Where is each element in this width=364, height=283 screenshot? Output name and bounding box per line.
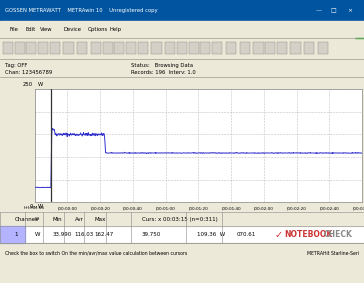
- Text: 162.47: 162.47: [95, 232, 114, 237]
- Bar: [304, 42, 314, 54]
- Bar: [151, 42, 162, 54]
- Text: GOSSEN METRAWATT    METRAwin 10    Unregistered copy: GOSSEN METRAWATT METRAwin 10 Unregistere…: [5, 8, 158, 13]
- Text: Device: Device: [64, 27, 82, 32]
- Bar: [212, 42, 222, 54]
- Text: 0: 0: [29, 204, 33, 209]
- Bar: [0, 0, 364, 21]
- Bar: [0, 21, 364, 38]
- Text: W: W: [37, 204, 43, 209]
- Bar: [77, 42, 87, 54]
- Text: Status:   Browsing Data: Status: Browsing Data: [131, 63, 193, 68]
- Text: Avr: Avr: [75, 217, 83, 222]
- Bar: [0, 226, 25, 243]
- Text: ×: ×: [347, 8, 352, 13]
- Text: Help: Help: [109, 27, 121, 32]
- Text: View: View: [40, 27, 52, 32]
- Bar: [0, 38, 364, 59]
- Text: |00:02:00: |00:02:00: [254, 206, 274, 210]
- Text: 109.36  W: 109.36 W: [197, 232, 225, 237]
- Bar: [91, 42, 101, 54]
- Text: □: □: [330, 8, 336, 13]
- Text: W: W: [37, 82, 43, 87]
- Bar: [0, 243, 364, 263]
- Text: NOTEBOOK: NOTEBOOK: [284, 230, 332, 239]
- Text: METRAHit Starline-Seri: METRAHit Starline-Seri: [306, 251, 359, 256]
- Text: Min: Min: [53, 217, 62, 222]
- Bar: [277, 42, 287, 54]
- Bar: [240, 42, 250, 54]
- Text: ✓: ✓: [275, 230, 283, 240]
- Text: |00:01:40: |00:01:40: [221, 206, 241, 210]
- Bar: [200, 42, 210, 54]
- Bar: [318, 42, 328, 54]
- Text: |00:01:20: |00:01:20: [189, 206, 208, 210]
- Text: 070.61: 070.61: [237, 232, 256, 237]
- Text: Channel: Channel: [15, 217, 37, 222]
- Text: |00:00:00: |00:00:00: [58, 206, 77, 210]
- Text: 250: 250: [23, 82, 33, 87]
- Bar: [0, 59, 364, 77]
- Text: CHECK: CHECK: [324, 230, 353, 239]
- Text: Edit: Edit: [25, 27, 36, 32]
- Bar: [26, 42, 36, 54]
- Text: 116.03: 116.03: [75, 232, 94, 237]
- Text: #: #: [35, 217, 39, 222]
- Bar: [189, 42, 199, 54]
- Bar: [265, 42, 275, 54]
- Text: |00:03:00: |00:03:00: [352, 206, 364, 210]
- Bar: [226, 42, 236, 54]
- Bar: [290, 42, 301, 54]
- Bar: [15, 42, 25, 54]
- Bar: [177, 42, 187, 54]
- Bar: [253, 42, 264, 54]
- Text: 1: 1: [15, 232, 18, 237]
- Text: Curs: x 00:03:15 (n=0:311): Curs: x 00:03:15 (n=0:311): [142, 217, 218, 222]
- Text: File: File: [9, 27, 18, 32]
- Bar: [50, 42, 60, 54]
- Text: Chan: 123456789: Chan: 123456789: [5, 70, 53, 75]
- Bar: [103, 42, 113, 54]
- Bar: [3, 42, 13, 54]
- Bar: [126, 42, 136, 54]
- Bar: [138, 42, 148, 54]
- Bar: [63, 42, 74, 54]
- Text: |00:00:40: |00:00:40: [123, 206, 143, 210]
- Bar: [165, 42, 175, 54]
- Text: |00:00:20: |00:00:20: [90, 206, 110, 210]
- Text: —: —: [316, 8, 321, 13]
- Text: Options: Options: [87, 27, 108, 32]
- Text: Check the box to switch On the min/avr/max value calculation between cursors: Check the box to switch On the min/avr/m…: [5, 251, 188, 256]
- Text: |00:02:20: |00:02:20: [287, 206, 306, 210]
- Text: 33.990: 33.990: [53, 232, 72, 237]
- Text: Records: 196  Interv: 1.0: Records: 196 Interv: 1.0: [131, 70, 196, 75]
- Text: |00:02:40: |00:02:40: [320, 206, 339, 210]
- Text: |00:01:00: |00:01:00: [156, 206, 175, 210]
- Bar: [0, 212, 364, 243]
- Bar: [0, 212, 364, 226]
- Bar: [114, 42, 124, 54]
- Text: 39.750: 39.750: [142, 232, 161, 237]
- Text: W: W: [35, 232, 40, 237]
- Text: Tag: OFF: Tag: OFF: [5, 63, 28, 68]
- Text: Max: Max: [95, 217, 106, 222]
- Text: HH:MM:SS: HH:MM:SS: [24, 206, 45, 210]
- Bar: [38, 42, 48, 54]
